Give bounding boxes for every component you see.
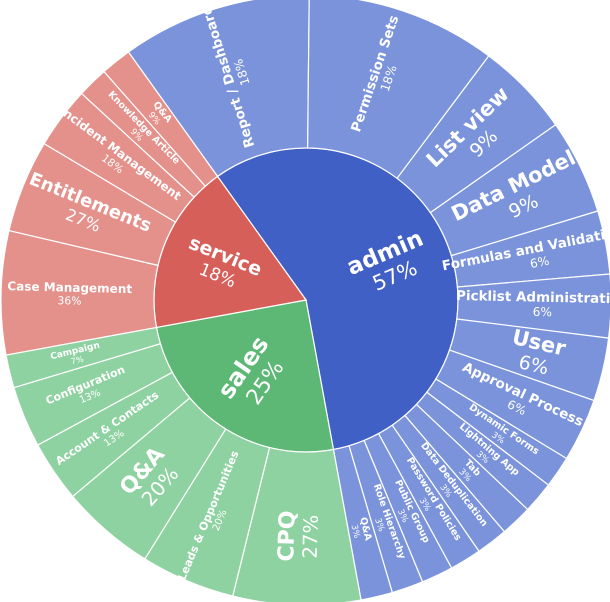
segment-share-admin-picklist-administration: 6% <box>533 305 553 319</box>
segment-label-admin-picklist-administration: Picklist Administration <box>456 288 610 307</box>
sunburst-segment-service-qanda[interactable] <box>103 51 219 187</box>
segment-share-sales-campaign: 7% <box>70 353 85 366</box>
segment-label-admin-qanda: Q&A <box>357 516 373 542</box>
label-group-admin-qanda: Q&A3% <box>349 516 374 542</box>
segment-share-sales-cpq: 27% <box>299 514 323 559</box>
segment-label-sales-cpq: CPQ <box>274 510 301 562</box>
segment-share-service-case-management: 36% <box>57 294 81 308</box>
segment-share-admin-formulas-and-validations: 6% <box>529 254 551 271</box>
segment-label-service-case-management: Case Management <box>7 279 132 296</box>
segment-share-admin-role-hierarchy: 3% <box>372 517 386 533</box>
segment-share-admin-qanda: 3% <box>349 524 362 540</box>
inner-ring <box>153 147 459 453</box>
sunburst-segment-admin-report-dashboard[interactable] <box>127 0 310 178</box>
